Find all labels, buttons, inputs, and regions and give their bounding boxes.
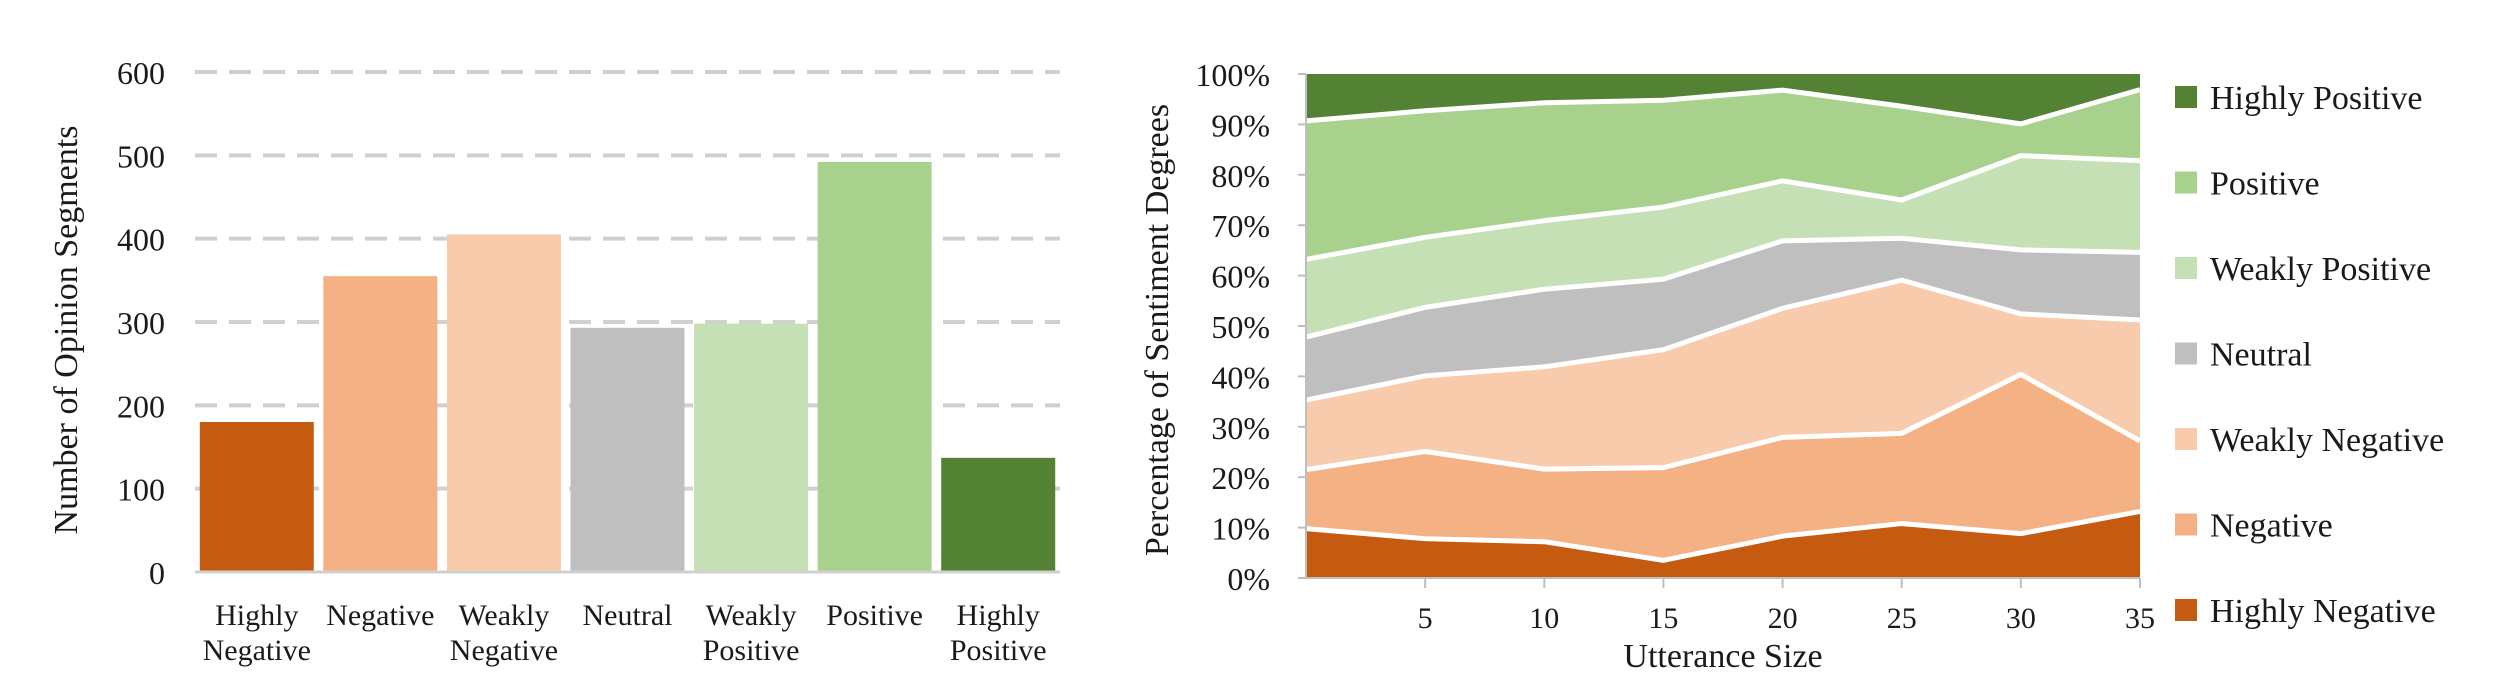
bar-4 bbox=[694, 323, 809, 572]
legend-swatch-weakly-positive bbox=[2175, 257, 2197, 279]
legend-label: Neutral bbox=[2210, 337, 2312, 374]
legend-swatch-weakly-negative bbox=[2175, 428, 2197, 450]
area-x-tick-label: 35 bbox=[2125, 602, 2155, 635]
legend-label: Weakly Negative bbox=[2210, 422, 2444, 459]
area-y-tick-label: 40% bbox=[1211, 359, 1270, 395]
bar-category-label: Highly bbox=[957, 599, 1040, 632]
area-x-tick-label: 15 bbox=[1648, 602, 1678, 635]
area-y-tick-label: 10% bbox=[1211, 511, 1270, 547]
area-x-tick-label: 5 bbox=[1418, 602, 1433, 635]
bar-y-tick-label: 600 bbox=[117, 55, 165, 91]
bar-1 bbox=[323, 276, 438, 572]
bar-category-label: Negative bbox=[203, 634, 311, 667]
bar-0 bbox=[199, 422, 314, 572]
bar-y-tick-label: 0 bbox=[149, 555, 165, 591]
area-y-tick-label: 60% bbox=[1211, 259, 1270, 295]
bar-category-label: Negative bbox=[326, 599, 434, 632]
legend-label: Weakly Positive bbox=[2210, 251, 2431, 288]
area-boundary-line bbox=[1305, 153, 2141, 262]
area-x-tick-label: 25 bbox=[1887, 602, 1917, 635]
bar-category-label: Highly bbox=[215, 599, 298, 632]
area-chart: 0% 10% 20% 30% 40% 50% 60% 70% 80% 90% 100% 5 10 15 20… bbox=[1139, 57, 2444, 675]
legend-label: Positive bbox=[2210, 166, 2320, 203]
area-boundary-line bbox=[1305, 509, 2141, 563]
area-y-tick-label: 80% bbox=[1211, 158, 1270, 194]
bar-chart: 0100200300400500600HighlyNegativeNegativ… bbox=[48, 55, 1060, 667]
bar-category-label: Positive bbox=[703, 634, 800, 667]
legend-swatch-highly-positive bbox=[2175, 86, 2197, 108]
bar-y-tick-label: 200 bbox=[117, 388, 165, 424]
area-y-tick-label: 20% bbox=[1211, 460, 1270, 496]
area-y-tick-label: 0% bbox=[1227, 561, 1270, 597]
bar-5 bbox=[817, 162, 932, 572]
area-series-neutral bbox=[1306, 238, 2140, 401]
bar-category-label: Negative bbox=[450, 634, 558, 667]
bar-y-tick-label: 300 bbox=[117, 305, 165, 341]
bar-category-label: Weakly bbox=[458, 599, 549, 632]
area-y-tick-label: 100% bbox=[1195, 57, 1270, 93]
area-y-axis-title: Percentage of Sentiment Degrees bbox=[1139, 104, 1176, 556]
bar-category-label: Positive bbox=[826, 599, 923, 632]
bar-6 bbox=[941, 457, 1056, 572]
bar-y-tick-label: 500 bbox=[117, 138, 165, 174]
bar-y-axis-title: Number of Opinion Segments bbox=[48, 126, 85, 535]
area-x-tick-label: 10 bbox=[1529, 602, 1559, 635]
area-series-weakly-negative bbox=[1306, 280, 2140, 470]
area-y-tick-label: 50% bbox=[1211, 309, 1270, 345]
bar-category-label: Positive bbox=[950, 634, 1047, 667]
bar-category-label: Neutral bbox=[583, 599, 673, 632]
area-y-tick-label: 70% bbox=[1211, 208, 1270, 244]
area-x-tick-label: 20 bbox=[1768, 602, 1798, 635]
legend-swatch-highly-negative bbox=[2175, 599, 2197, 621]
area-series-highly-positive bbox=[1306, 74, 2140, 124]
area-x-axis-title: Utterance Size bbox=[1623, 638, 1822, 675]
legend-swatch-positive bbox=[2175, 171, 2197, 194]
area-boundary-line bbox=[1305, 235, 2141, 340]
area-series-positive bbox=[1306, 89, 2140, 260]
area-legend: Highly Positive Positive Weakly Positive Ne… bbox=[2175, 80, 2444, 630]
area-y-tick-label: 90% bbox=[1211, 107, 1270, 143]
area-y-tick-label: 30% bbox=[1211, 410, 1270, 446]
bar-y-tick-label: 400 bbox=[117, 222, 165, 258]
legend-label: Highly Positive bbox=[2210, 80, 2423, 117]
bar-2 bbox=[446, 234, 561, 572]
area-boundary-line bbox=[1305, 371, 2142, 473]
legend-label: Negative bbox=[2210, 508, 2333, 545]
legend-swatch-negative bbox=[2175, 513, 2197, 536]
bar-category-label: Weakly bbox=[706, 599, 797, 632]
area-boundary-line bbox=[1305, 277, 2141, 403]
bar-y-tick-label: 100 bbox=[117, 472, 165, 508]
legend-swatch-neutral bbox=[2175, 342, 2197, 365]
area-x-tick-label: 30 bbox=[2006, 602, 2036, 635]
area-boundary-line bbox=[1305, 87, 2141, 127]
legend-label: Highly Negative bbox=[2210, 593, 2436, 630]
bar-3 bbox=[570, 327, 685, 572]
